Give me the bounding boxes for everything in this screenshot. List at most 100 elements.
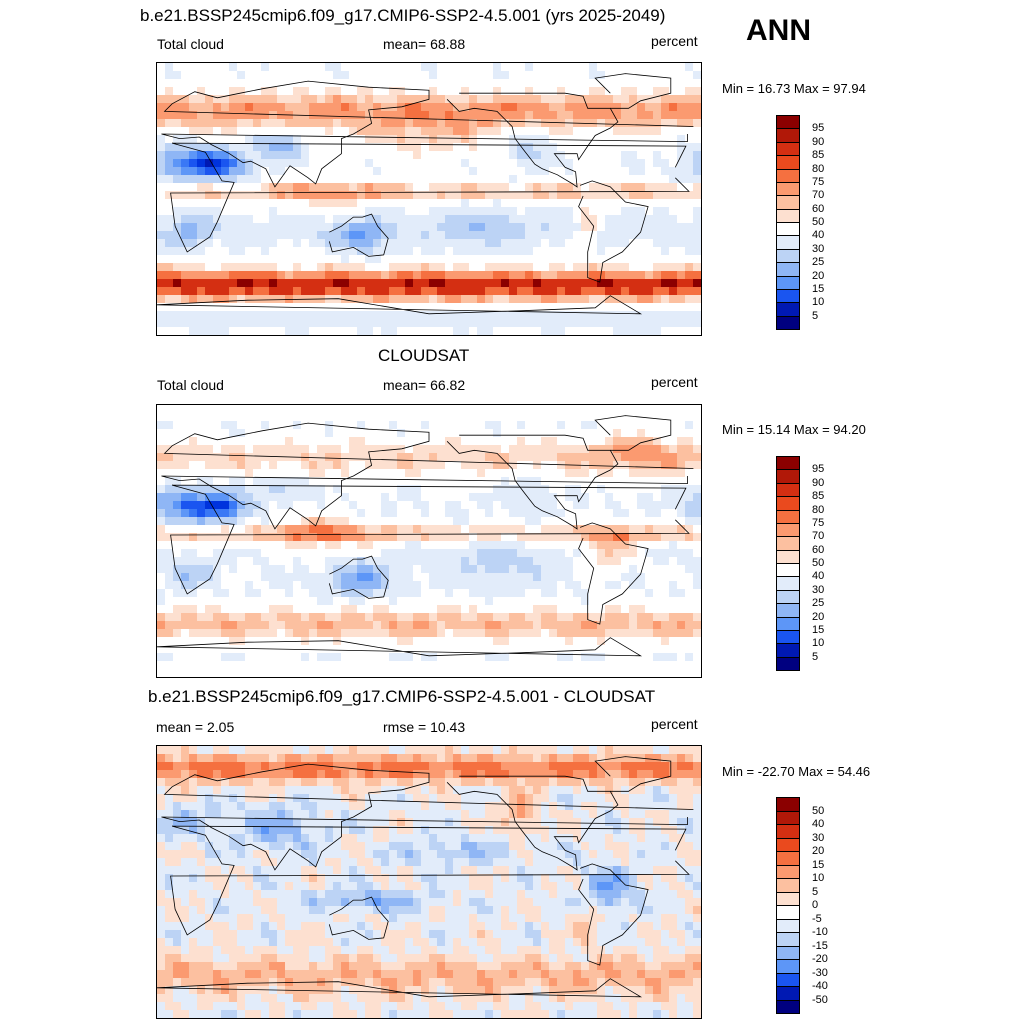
colorbar-swatch bbox=[776, 315, 800, 330]
colorbar-swatch bbox=[776, 891, 800, 906]
colorbar-swatch bbox=[776, 972, 800, 987]
colorbar-swatch bbox=[776, 563, 800, 578]
colorbar-tick-label: 5 bbox=[812, 885, 819, 898]
colorbar-tick-label: 50 bbox=[812, 804, 825, 817]
colorbar-swatch bbox=[776, 262, 800, 277]
colorbar-tick-label: 30 bbox=[812, 831, 825, 844]
colorbar-tick-label: 0 bbox=[812, 899, 819, 911]
colorbar-tick-label: 75 bbox=[812, 516, 825, 529]
colorbar-tick-label: 70 bbox=[812, 189, 825, 202]
colorbar-swatch bbox=[776, 999, 800, 1014]
colorbar-tick-label: 15 bbox=[812, 858, 825, 871]
colorbar-tick-label: 10 bbox=[812, 296, 825, 309]
panel3-title: b.e21.BSSP245cmip6.f09_g17.CMIP6-SSP2-4.… bbox=[148, 687, 656, 706]
colorbar-swatch bbox=[776, 248, 800, 264]
colorbar-swatch bbox=[776, 128, 800, 143]
colorbar-swatch bbox=[776, 643, 800, 658]
colorbar-swatch bbox=[776, 456, 800, 471]
colorbar-swatch bbox=[776, 851, 800, 866]
panel3-minmax: Min = -22.70 Max = 54.46 bbox=[722, 764, 871, 779]
panel2-units-label: percent bbox=[651, 374, 698, 390]
panel1-units-label: percent bbox=[651, 33, 698, 49]
colorbar-tick-label: 60 bbox=[812, 543, 825, 556]
colorbar-tick-label: -40 bbox=[812, 980, 828, 992]
colorbar-swatch bbox=[776, 482, 800, 498]
panel2-title: CLOUDSAT bbox=[378, 346, 470, 365]
colorbar-swatch bbox=[776, 222, 800, 237]
colorbar-swatch bbox=[776, 235, 800, 250]
colorbar-swatch bbox=[776, 616, 800, 631]
panel2-map bbox=[156, 404, 702, 678]
colorbar-tick-label: 85 bbox=[812, 490, 825, 503]
colorbar-tick-label: 90 bbox=[812, 476, 825, 489]
colorbar-swatch bbox=[776, 589, 800, 605]
colorbar-swatch bbox=[776, 959, 800, 974]
colorbar-swatch bbox=[776, 181, 800, 197]
colorbar-tick-label: 40 bbox=[812, 570, 825, 583]
colorbar-swatch bbox=[776, 469, 800, 484]
colorbar-tick-label: 20 bbox=[812, 269, 825, 282]
colorbar-swatch bbox=[776, 536, 800, 551]
colorbar-tick-label: 10 bbox=[812, 637, 825, 650]
colorbar-swatch bbox=[776, 797, 800, 812]
colorbar-tick-label: 20 bbox=[812, 845, 825, 857]
colorbar-tick-label: 40 bbox=[812, 229, 825, 242]
colorbar-swatch bbox=[776, 509, 800, 524]
colorbar-swatch bbox=[776, 549, 800, 564]
colorbar-swatch bbox=[776, 302, 800, 317]
map-field bbox=[157, 63, 701, 335]
colorbar-tick-label: 25 bbox=[812, 256, 825, 269]
colorbar-swatch bbox=[776, 496, 800, 511]
colorbar-tick-label: -15 bbox=[812, 939, 828, 952]
panel3-units-label: percent bbox=[651, 716, 698, 732]
colorbar-swatch bbox=[776, 603, 800, 618]
colorbar-tick-label: -20 bbox=[812, 953, 828, 965]
colorbar-swatch bbox=[776, 656, 800, 671]
colorbar-swatch bbox=[776, 945, 800, 960]
colorbar-swatch bbox=[776, 195, 800, 210]
colorbar-swatch bbox=[776, 810, 800, 825]
colorbar-swatch bbox=[776, 864, 800, 879]
colorbar-swatch bbox=[776, 275, 800, 290]
colorbar-swatch bbox=[776, 986, 800, 1001]
panel1-minmax: Min = 16.73 Max = 97.94 bbox=[722, 81, 866, 96]
colorbar-tick-label: 75 bbox=[812, 175, 825, 188]
colorbar-tick-label: 70 bbox=[812, 530, 825, 543]
season-label: ANN bbox=[746, 14, 811, 47]
panel1-map-svg bbox=[157, 63, 701, 335]
panel1-variable-label: Total cloud bbox=[157, 36, 224, 52]
colorbar-tick-label: 95 bbox=[812, 463, 825, 476]
colorbar-tick-label: -50 bbox=[812, 993, 828, 1006]
panel3-colorbar: 50 40 30 20 15 10 5 0 -5 -10 -15 -20 -30 -40 -50 bbox=[776, 797, 836, 1014]
panel2-minmax: Min = 15.14 Max = 94.20 bbox=[722, 422, 866, 437]
panel3-rmse-label: rmse = 10.43 bbox=[383, 719, 466, 735]
colorbar-swatch bbox=[776, 918, 800, 933]
colorbar-tick-label: -5 bbox=[812, 912, 822, 925]
colorbar-swatch bbox=[776, 837, 800, 852]
colorbar-tick-label: 25 bbox=[812, 597, 825, 610]
colorbar-swatch bbox=[776, 168, 800, 183]
colorbar-tick-label: 60 bbox=[812, 202, 825, 215]
panel1-colorbar: 95 90 85 80 75 70 60 50 40 30 25 20 15 10 5 bbox=[776, 115, 836, 330]
colorbar-tick-label: 5 bbox=[812, 650, 819, 663]
map-field bbox=[157, 405, 701, 677]
colorbar-tick-label: 85 bbox=[812, 149, 825, 162]
panel1-mean-label: mean= 68.88 bbox=[383, 36, 466, 52]
colorbar-swatch bbox=[776, 932, 800, 947]
colorbar-tick-label: 95 bbox=[812, 122, 825, 135]
panel2-mean-label: mean= 66.82 bbox=[383, 377, 466, 393]
colorbar-tick-label: 20 bbox=[812, 610, 825, 623]
colorbar-tick-label: 15 bbox=[812, 282, 825, 295]
panel3-map-svg bbox=[157, 746, 701, 1018]
map-field bbox=[157, 746, 701, 1018]
panel2-colorbar: 95 90 85 80 75 70 60 50 40 30 25 20 15 10 5 bbox=[776, 456, 836, 671]
colorbar-swatch bbox=[776, 141, 800, 157]
colorbar-swatch bbox=[776, 824, 800, 839]
colorbar-tick-label: -30 bbox=[812, 966, 828, 979]
colorbar-swatch bbox=[776, 878, 800, 893]
colorbar-tick-label: -10 bbox=[812, 926, 828, 938]
colorbar-tick-label: 80 bbox=[812, 503, 825, 516]
colorbar-tick-label: 30 bbox=[812, 583, 825, 596]
colorbar-tick-label: 30 bbox=[812, 242, 825, 255]
coastlines bbox=[157, 415, 694, 657]
